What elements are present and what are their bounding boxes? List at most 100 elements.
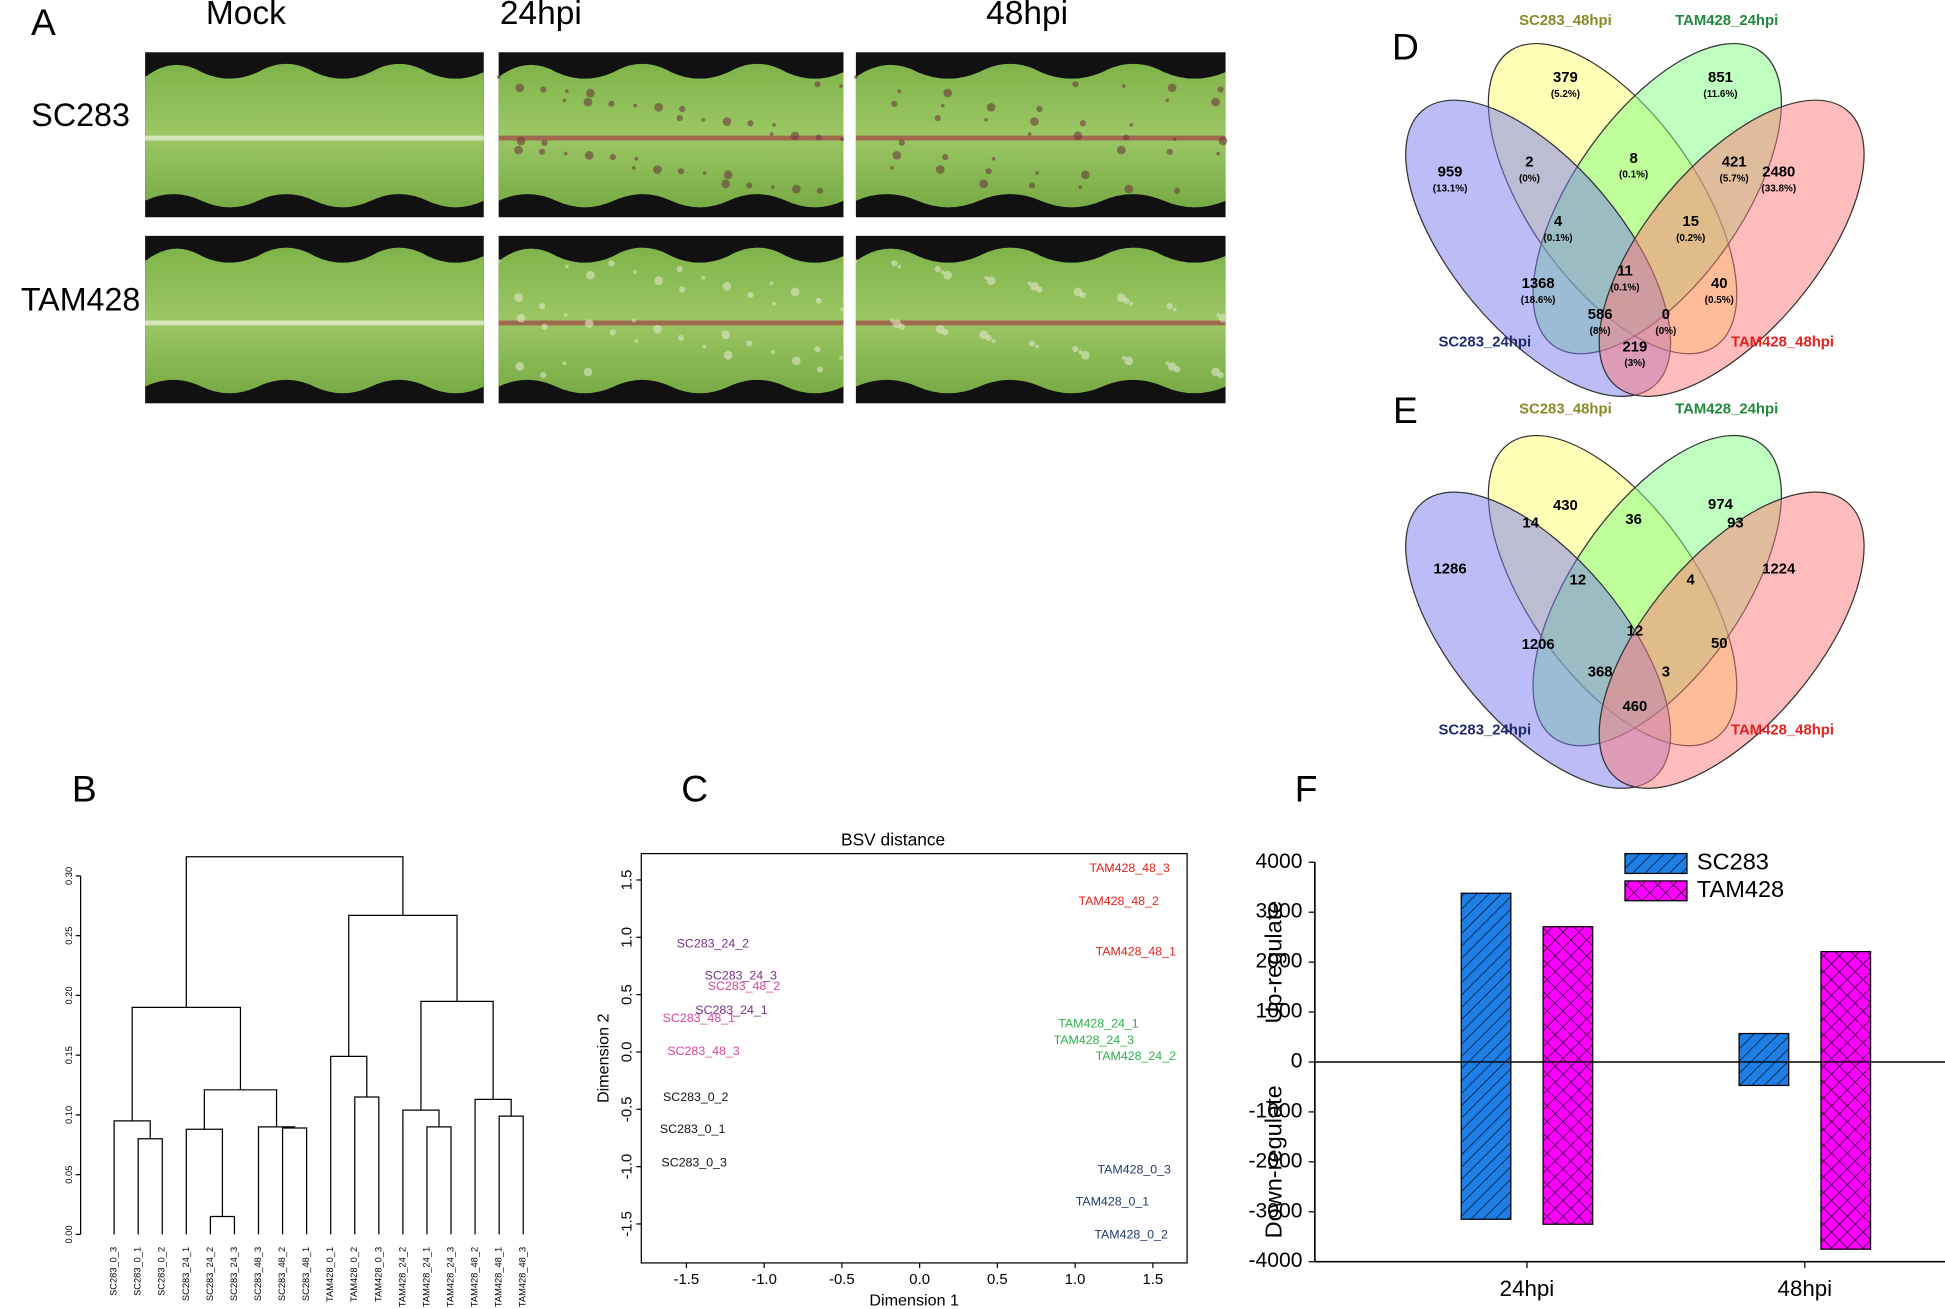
- lesion: [654, 276, 664, 286]
- lesion: [772, 301, 776, 306]
- lesion: [934, 114, 941, 122]
- lesion: [723, 170, 733, 180]
- lesion: [633, 270, 637, 274]
- lesion: [1123, 134, 1130, 141]
- region-count: 4: [1554, 214, 1563, 230]
- lesion: [563, 151, 568, 156]
- region-count: 11: [1617, 264, 1633, 280]
- dendrogram-link: [137, 1138, 163, 1235]
- region-count: 14: [1522, 516, 1539, 532]
- lesion: [1129, 301, 1134, 306]
- region-count: 368: [1588, 664, 1613, 680]
- dendrogram-link: [203, 1089, 278, 1130]
- lesion: [1211, 367, 1220, 377]
- lesion: [840, 137, 845, 142]
- lesion: [586, 88, 595, 98]
- lesion: [541, 323, 548, 330]
- lesion: [854, 259, 858, 263]
- lesion: [747, 120, 754, 127]
- lesion: [634, 339, 639, 343]
- lesion: [563, 313, 568, 317]
- lesion: [979, 179, 989, 189]
- lesion: [792, 356, 801, 366]
- bar-hatch: [1820, 951, 1871, 1062]
- x-tick-label: 0.0: [909, 1272, 930, 1288]
- region-count: 4: [1687, 573, 1696, 589]
- lesion: [514, 145, 523, 155]
- lesion: [991, 156, 996, 161]
- lesion: [769, 132, 774, 136]
- venn-diagram: [1405, 42, 1865, 397]
- lesion: [815, 134, 822, 141]
- region-count: 1206: [1522, 637, 1555, 653]
- lesion: [1028, 182, 1036, 189]
- point-label: SC283_0_1: [660, 1122, 726, 1136]
- lesion: [1129, 123, 1134, 127]
- leaf-label: TAM428_48_2: [470, 1247, 480, 1307]
- lesion: [942, 153, 949, 161]
- lesion: [1165, 361, 1170, 366]
- lesion: [790, 287, 800, 297]
- lesion: [897, 264, 902, 269]
- region-percent: (0.1%): [1610, 283, 1639, 294]
- leaf-label: TAM428_48_1: [494, 1247, 504, 1307]
- y-tick-label: -3000: [1249, 1199, 1303, 1222]
- lesion: [540, 86, 547, 93]
- lesion: [1072, 345, 1079, 353]
- lesion: [746, 340, 753, 347]
- set-label: TAM428_24hpi: [1675, 13, 1778, 29]
- region-count: 0: [1662, 307, 1670, 323]
- lesion: [540, 371, 547, 379]
- lesion: [815, 297, 822, 304]
- column-label: Mock: [206, 0, 286, 32]
- x-tick-label: 1.5: [1143, 1272, 1164, 1288]
- lesion: [496, 75, 501, 79]
- set-label: SC283_48hpi: [1519, 401, 1612, 417]
- lesion: [723, 350, 733, 360]
- point-label: SC283_48_2: [708, 979, 780, 993]
- leaf-label: TAM428_0_2: [349, 1247, 359, 1302]
- lesion: [890, 318, 894, 323]
- leaf-label: TAM428_24_3: [445, 1247, 455, 1307]
- lesion: [1167, 362, 1177, 371]
- lesion: [1027, 132, 1032, 136]
- lesion: [702, 171, 707, 175]
- region-percent: (8%): [1590, 326, 1611, 337]
- lesion: [1073, 287, 1083, 297]
- region-count: 1368: [1522, 276, 1555, 292]
- lesion: [814, 81, 821, 88]
- column-label: 48hpi: [986, 0, 1068, 32]
- lesion: [538, 148, 546, 155]
- lesion: [1030, 282, 1039, 291]
- region-count: 1286: [1434, 561, 1467, 577]
- lesion: [562, 361, 567, 366]
- point-label: SC283_48_1: [663, 1011, 735, 1025]
- y-tick-label: 1.5: [620, 870, 636, 891]
- y-tick-label: 3000: [1256, 900, 1303, 923]
- legend-label: SC283: [1697, 849, 1769, 875]
- dendrogram-link: [402, 1109, 440, 1235]
- dendrogram-link: [185, 856, 404, 1008]
- point-label: TAM428_24_3: [1054, 1033, 1134, 1047]
- leaf-label: SC283_0_1: [133, 1247, 143, 1296]
- lesion: [1172, 307, 1177, 312]
- y-axis-label: Dimension 2: [594, 1013, 612, 1103]
- lesion: [1216, 313, 1220, 317]
- region-count: 15: [1682, 214, 1699, 230]
- point-label: TAM428_0_1: [1076, 1194, 1150, 1208]
- y-tick-label: 1000: [1256, 1000, 1303, 1023]
- region-percent: (0.1%): [1543, 233, 1572, 244]
- leaf-label: SC283_48_3: [253, 1247, 263, 1301]
- leaf-label: TAM428_24_1: [421, 1247, 431, 1307]
- region-count: 1224: [1762, 561, 1796, 577]
- panel-letter: F: [1295, 767, 1318, 809]
- region-count: 3: [1662, 664, 1670, 680]
- lesion: [1165, 98, 1170, 103]
- lesion: [1172, 137, 1177, 142]
- leaf-label: SC283_0_3: [109, 1247, 119, 1296]
- lesion: [940, 103, 945, 108]
- bar-hatch: [1543, 1061, 1593, 1225]
- lesion: [943, 88, 953, 98]
- legend-hatch: [1624, 853, 1687, 874]
- dendrogram-link: [498, 1115, 524, 1235]
